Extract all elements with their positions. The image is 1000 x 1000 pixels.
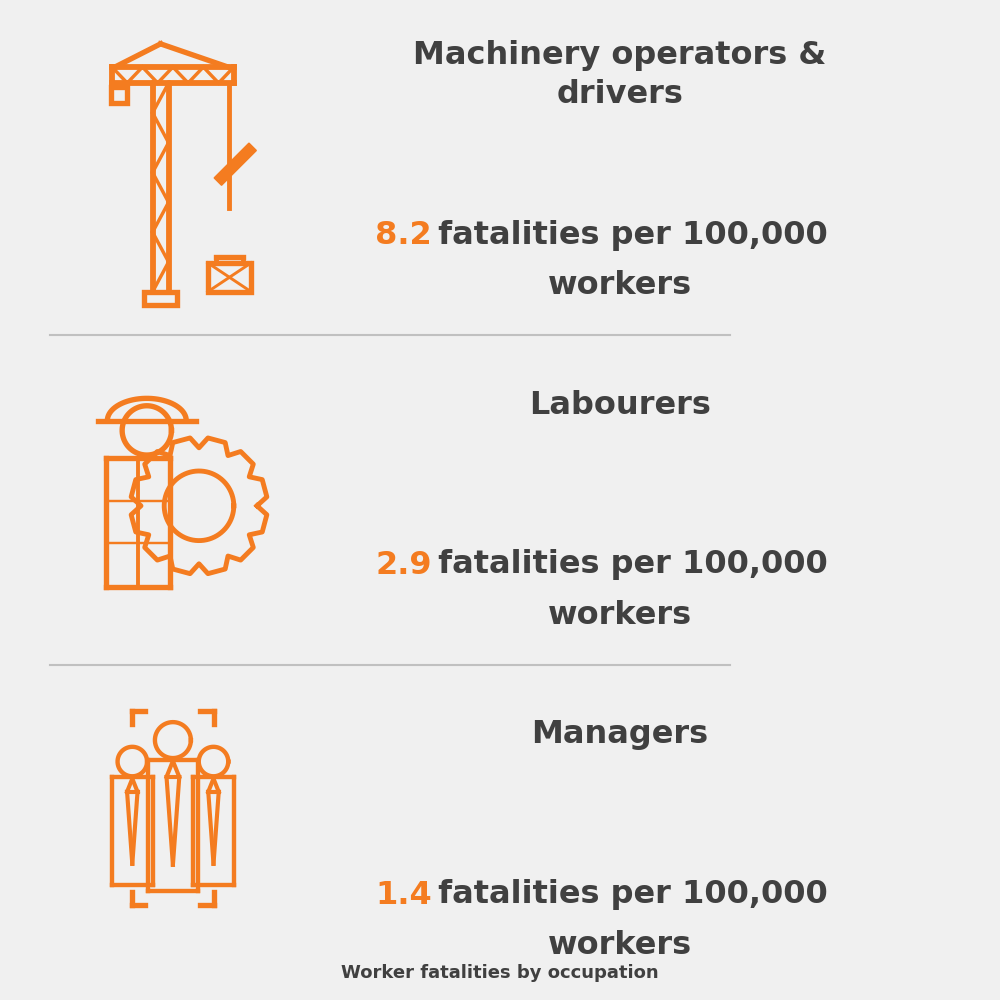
Bar <box>208 263 251 292</box>
Text: fatalities per 100,000: fatalities per 100,000 <box>427 550 828 580</box>
Text: Worker fatalities by occupation: Worker fatalities by occupation <box>341 964 659 982</box>
Text: 1.4: 1.4 <box>375 880 432 910</box>
Text: fatalities per 100,000: fatalities per 100,000 <box>427 880 828 910</box>
Text: 8.2: 8.2 <box>375 220 432 251</box>
Bar <box>111 87 126 103</box>
Text: fatalities per 100,000: fatalities per 100,000 <box>427 220 828 251</box>
Text: Labourers: Labourers <box>529 389 711 420</box>
Text: workers: workers <box>548 930 692 960</box>
Text: Machinery operators &
drivers: Machinery operators & drivers <box>413 40 827 110</box>
Text: workers: workers <box>548 599 692 631</box>
Text: workers: workers <box>548 269 692 300</box>
Text: 2.9: 2.9 <box>375 550 432 580</box>
Text: Managers: Managers <box>531 720 709 750</box>
Polygon shape <box>214 143 256 185</box>
Bar <box>144 292 177 305</box>
